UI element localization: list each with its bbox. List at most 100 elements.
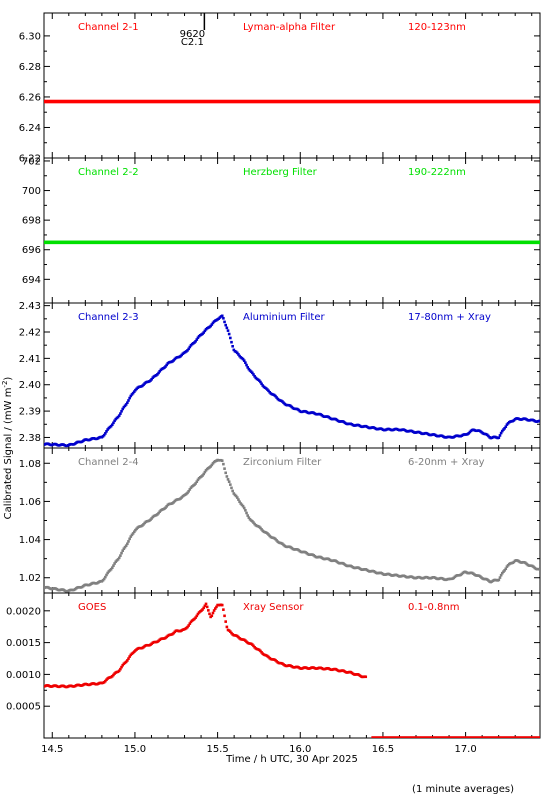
data-point [260,528,263,531]
data-point [364,675,368,679]
data-point [187,624,190,627]
chart-panels: 6.22 6.24 6.26 6.28 6.30 Channel 2-1 Lyman-alp… [6,12,541,739]
data-point [498,434,502,437]
data-point [127,657,130,660]
data-point [128,396,131,400]
data-point [225,475,229,478]
data-point [244,509,247,512]
data-point [252,521,255,524]
data-point [209,465,212,468]
data-point [246,366,249,369]
panel-label-2: Lyman-alpha Filter [243,22,336,33]
data-point [110,423,114,427]
y-tick-label: 6.26 [19,92,41,103]
data-point [158,369,162,373]
data-point [260,382,263,386]
event-marker-id: 9620 [180,29,205,40]
data-point [222,462,225,466]
data-point [274,394,277,398]
data-point [247,516,251,519]
data-point [230,486,233,490]
data-point [223,614,226,618]
data-points [44,458,540,593]
panel-label-2: Zirconium Filter [243,457,322,468]
panel-label-1: Channel 2-4 [78,457,139,468]
data-point [215,605,218,609]
data-point [123,404,127,408]
x-tick-label: 14.5 [41,744,63,755]
data-point [240,503,244,507]
data-point [203,604,207,608]
x-tick-label: 15.5 [206,744,228,755]
panel-4: 1.02 1.04 1.06 1.08 Channel 2-4 Zirconium Fil… [19,447,541,594]
y-axis-label-close: ) [3,377,14,381]
data-point [165,363,168,367]
data-point [210,614,214,618]
data-point [251,371,254,375]
y-tick-label: 6.24 [19,123,41,134]
x-axis: 14.5 15.0 15.5 16.0 16.5 17.0 [41,744,477,755]
data-point [501,429,504,433]
data-point [187,489,190,493]
panel-frame [43,157,541,304]
data-point [157,371,160,375]
data-point [203,470,207,474]
data-point [245,363,248,367]
data-point [210,463,214,467]
data-point [150,377,153,381]
data-point [499,573,503,577]
data-point [502,570,505,573]
data-point [235,351,239,355]
y-tick-label: 6.30 [19,31,41,42]
y-tick-label: 700 [22,186,41,197]
data-point [223,467,226,470]
data-point [112,564,115,567]
y-tick-label: 1.08 [19,459,41,470]
data-point [252,373,255,376]
data-point [117,414,121,417]
y-tick-label: 6.28 [19,62,41,73]
data-point [213,607,217,610]
data-point [134,528,137,532]
data-point [196,336,200,340]
data-point [102,577,106,581]
data-point [501,571,504,575]
panel-frame [43,302,541,449]
data-point [120,665,123,669]
data-point [224,620,228,623]
data-point [247,367,251,371]
panel-label-1: Channel 2-3 [78,312,139,323]
data-point [186,625,189,629]
data-point [130,533,134,537]
data-point [142,523,145,526]
data-point [186,349,189,352]
data-point [194,482,197,485]
panel-label-2: Herzberg Filter [243,167,318,178]
data-point [116,558,120,561]
data-point [204,602,208,606]
data-point [224,323,228,327]
data-point [220,459,224,462]
data-points [44,99,540,104]
data-point [126,401,129,404]
panel-label-3: 120-123nm [408,22,466,33]
data-point [246,514,249,517]
data-point [202,606,206,610]
data-point [187,347,190,351]
data-points [44,314,540,448]
y-tick-label: 694 [22,275,41,286]
y-tick-label: 6.22 [19,154,41,165]
y-tick-label: 698 [22,216,41,227]
event-marker: 9620 C2.1 [180,13,206,48]
y-tick-label: 2.42 [19,328,41,339]
data-point [188,622,192,625]
data-point [113,419,116,423]
y-tick-label: 0.0010 [6,670,41,681]
data-point [196,478,200,482]
data-point [116,415,120,419]
data-point [150,517,153,520]
data-point [209,324,212,328]
data-point [112,421,115,425]
data-point [106,571,109,575]
